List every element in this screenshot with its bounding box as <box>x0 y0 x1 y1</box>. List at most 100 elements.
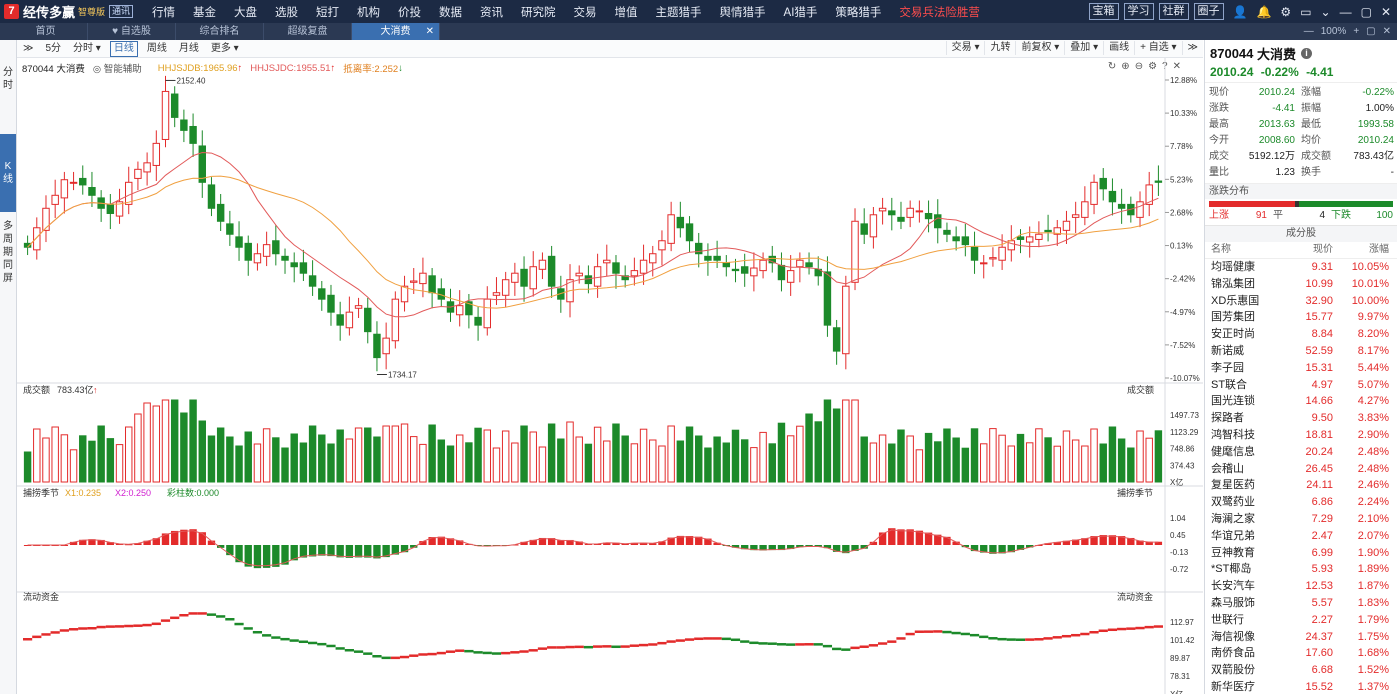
app-badge[interactable]: 通讯 <box>109 5 134 18</box>
macd-bar <box>998 545 1006 554</box>
info-icon[interactable]: i <box>1301 48 1313 59</box>
list-item[interactable]: 健麾信息 20.24 2.48% <box>1205 444 1397 461</box>
smart-assist-toggle[interactable]: ◎ 智能辅助 <box>92 64 142 75</box>
zoom-control[interactable]: ▢ <box>1366 26 1376 37</box>
menu-item[interactable]: 数据 <box>439 6 463 19</box>
zoom-control[interactable]: + <box>1353 26 1360 37</box>
minimize-icon[interactable]: — <box>1339 4 1352 19</box>
menu-item[interactable]: 策略猎手 <box>835 6 882 19</box>
menu-item[interactable]: 短打 <box>316 6 340 19</box>
menu-item[interactable]: 舆情猎手 <box>719 6 766 19</box>
list-item[interactable]: 海澜之家 7.29 2.10% <box>1205 511 1397 528</box>
top-right-button[interactable]: 圈子 <box>1193 3 1224 20</box>
close-icon[interactable]: ✕ <box>1172 61 1181 72</box>
period-button[interactable]: 周线 <box>146 42 167 54</box>
bell-icon[interactable]: 🔔 <box>1256 4 1272 19</box>
list-item[interactable]: 会稽山 26.45 2.48% <box>1205 461 1397 478</box>
period-button[interactable]: 月线 <box>178 42 199 54</box>
list-item[interactable]: 新诺威 52.59 8.17% <box>1205 343 1397 360</box>
left-rail-item[interactable]: K线 <box>0 134 16 212</box>
menu-item[interactable]: 交易兵法险胜营 <box>899 6 980 19</box>
list-item[interactable]: 锦泓集团 10.99 10.01% <box>1205 276 1397 293</box>
left-rail-item[interactable]: 多周期同屏 <box>3 221 13 284</box>
gear-icon[interactable]: ⚙ <box>1280 4 1292 19</box>
menu-item[interactable]: 选股 <box>275 6 299 19</box>
tab[interactable]: 综合排名 <box>176 23 264 40</box>
menu-item[interactable]: 机构 <box>357 6 381 19</box>
list-item[interactable]: 世联行 2.27 1.79% <box>1205 612 1397 629</box>
tab[interactable]: 首页 <box>4 23 88 40</box>
period-button[interactable]: ≫ <box>23 42 34 54</box>
list-item[interactable]: 双箭股份 6.68 1.52% <box>1205 662 1397 679</box>
volume-bar <box>42 437 50 483</box>
zoom-in-icon[interactable]: ⊕ <box>1121 61 1130 72</box>
expand-panel-icon[interactable]: ≫ <box>1181 41 1203 55</box>
chart-tool-button[interactable]: 叠加 ▾ <box>1064 41 1103 55</box>
list-item[interactable]: *ST椰岛 5.93 1.89% <box>1205 561 1397 578</box>
list-item[interactable]: 均瑶健康 9.31 10.05% <box>1205 259 1397 276</box>
close-icon[interactable]: ✕ <box>1380 4 1391 19</box>
list-item[interactable]: 鸿智科技 18.81 2.90% <box>1205 427 1397 444</box>
list-item[interactable]: 长安汽车 12.53 1.87% <box>1205 578 1397 595</box>
tab[interactable]: 超级复盘 <box>264 23 352 40</box>
app-logo[interactable]: 7 经传多赢 智尊版 通讯 <box>4 2 134 21</box>
list-item[interactable]: 国芳集团 15.77 9.97% <box>1205 309 1397 326</box>
top-right-button[interactable]: 社群 <box>1158 3 1189 20</box>
window-icon[interactable]: ▭ <box>1300 4 1312 19</box>
period-button[interactable]: 5分 <box>45 42 62 54</box>
chart-tool-button[interactable]: 画线 <box>1103 41 1134 55</box>
chart-tool-button[interactable]: 九转 <box>984 41 1015 55</box>
zoom-control[interactable]: — <box>1303 26 1314 37</box>
list-item[interactable]: 安正时尚 8.84 8.20% <box>1205 326 1397 343</box>
menu-item[interactable]: 研究院 <box>521 6 556 19</box>
list-item[interactable]: 海信视像 24.37 1.75% <box>1205 629 1397 646</box>
list-item[interactable]: ST联合 4.97 5.07% <box>1205 377 1397 394</box>
help-icon[interactable]: ? <box>1162 61 1168 72</box>
col-name[interactable]: 名称 <box>1211 244 1231 255</box>
flow-step <box>767 642 777 645</box>
list-item[interactable]: 探路者 9.50 3.83% <box>1205 410 1397 427</box>
menu-item[interactable]: 主题猎手 <box>655 6 702 19</box>
menu-item[interactable]: 交易 <box>573 6 597 19</box>
menu-item[interactable]: 增值 <box>614 6 638 19</box>
col-price[interactable]: 现价 <box>1313 244 1333 255</box>
menu-item[interactable]: AI猎手 <box>783 6 818 19</box>
chart-tool-button[interactable]: + 自选 ▾ <box>1134 41 1181 55</box>
menu-item[interactable]: 大盘 <box>234 6 258 19</box>
candle-body <box>998 246 1006 261</box>
menu-item[interactable]: 资讯 <box>480 6 504 19</box>
list-item[interactable]: 国光连锁 14.66 4.27% <box>1205 393 1397 410</box>
col-change[interactable]: 涨幅 <box>1369 244 1389 255</box>
list-item[interactable]: 复星医药 24.11 2.46% <box>1205 477 1397 494</box>
chart-tool-button[interactable]: 前复权 ▾ <box>1015 41 1064 55</box>
chevron-down-icon[interactable]: ⌄ <box>1320 4 1331 19</box>
menu-item[interactable]: 基金 <box>193 6 217 19</box>
list-item[interactable]: 新华医疗 15.52 1.37% <box>1205 679 1397 696</box>
maximize-icon[interactable]: ▢ <box>1360 4 1372 19</box>
period-button[interactable]: 日线 <box>109 40 138 57</box>
settings-icon[interactable]: ⚙ <box>1148 61 1158 72</box>
list-item[interactable]: XD乐惠国 32.90 10.00% <box>1205 293 1397 310</box>
list-item[interactable]: 华谊兄弟 2.47 2.07% <box>1205 528 1397 545</box>
zoom-out-icon[interactable]: ⊖ <box>1134 61 1144 72</box>
left-rail-item[interactable]: 分时 <box>3 67 13 91</box>
zoom-control[interactable]: ✕ <box>1382 26 1391 37</box>
menu-item[interactable]: 行情 <box>152 6 176 19</box>
tab[interactable]: 大消费 ✕ <box>352 23 440 40</box>
top-right-button[interactable]: 学习 <box>1123 3 1154 20</box>
list-item[interactable]: 森马服饰 5.57 1.83% <box>1205 595 1397 612</box>
top-right-button[interactable]: 宝箱 <box>1088 3 1119 20</box>
tab[interactable]: ♥ 自选股 <box>88 23 176 40</box>
zoom-control[interactable]: 100% <box>1320 26 1347 37</box>
period-button[interactable]: 更多 ▾ <box>210 42 239 54</box>
period-button[interactable]: 分时 ▾ <box>73 42 101 54</box>
close-icon[interactable]: ✕ <box>425 26 434 37</box>
list-item[interactable]: 李子园 15.31 5.44% <box>1205 360 1397 377</box>
user-icon[interactable]: 👤 <box>1232 4 1248 19</box>
list-item[interactable]: 双鹭药业 6.86 2.24% <box>1205 494 1397 511</box>
refresh-icon[interactable]: ↻ <box>1107 61 1117 72</box>
chart-tool-button[interactable]: 交易 ▾ <box>945 41 985 55</box>
menu-item[interactable]: 价投 <box>398 6 422 19</box>
list-item[interactable]: 豆神教育 6.99 1.90% <box>1205 545 1397 562</box>
list-item[interactable]: 南侨食品 17.60 1.68% <box>1205 645 1397 662</box>
